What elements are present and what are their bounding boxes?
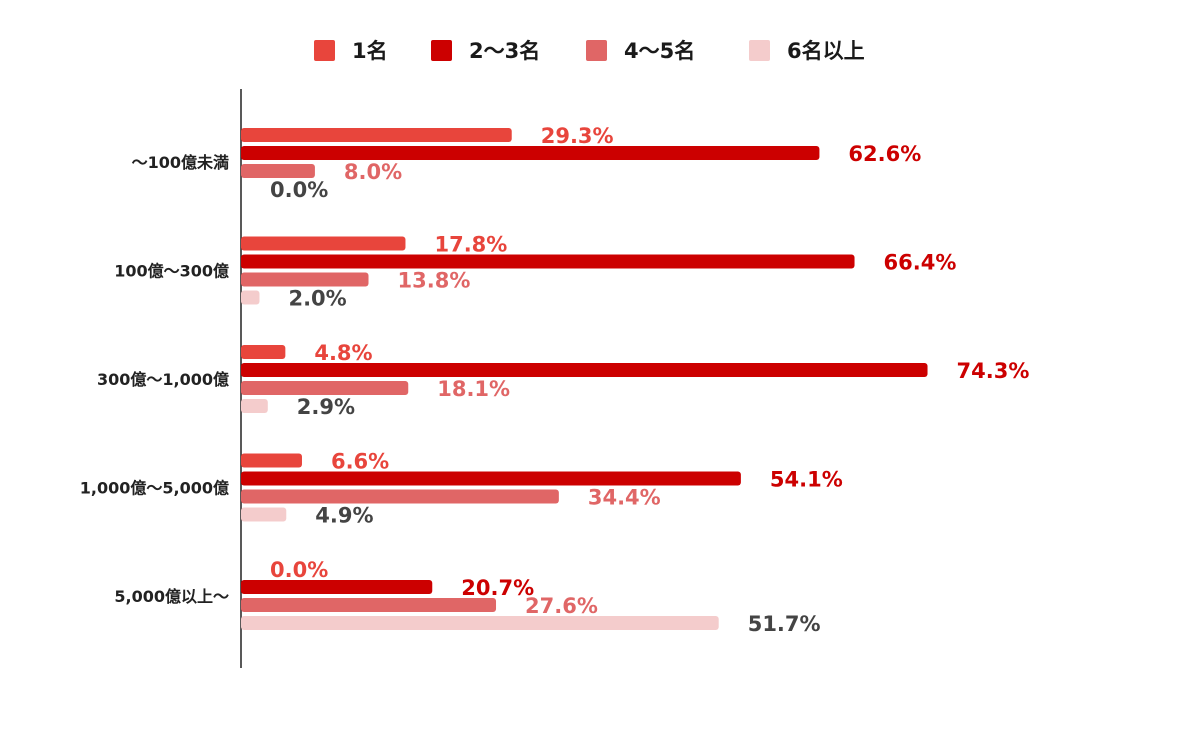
category-label: 100億～300億 — [114, 262, 229, 281]
value-labels: 29.3% 62.6% 8.0% 0.0% 17.8% 66.4% 13.8% 2.0% 4.8… — [269, 123, 1031, 638]
category-label: 1,000億～5,000億 — [80, 479, 229, 498]
bar — [241, 363, 928, 377]
bar — [241, 236, 406, 251]
bar — [241, 146, 820, 160]
legend-item: 1名 — [314, 39, 388, 63]
data-label: 18.1% — [437, 377, 510, 401]
legend-item: 4～5名 — [586, 39, 695, 63]
bar — [241, 272, 369, 287]
category-label: 5,000億以上～ — [114, 587, 229, 606]
data-label: 6.6% — [331, 450, 389, 474]
legend-swatch — [586, 40, 607, 61]
bar — [241, 290, 260, 305]
data-label: 2.0% — [288, 287, 346, 311]
data-label: 27.6% — [525, 594, 598, 618]
bar — [241, 598, 497, 612]
category-label: 300億～1,000億 — [97, 370, 229, 389]
legend-item: 6名以上 — [749, 39, 865, 63]
category-label: ～100億未満 — [132, 153, 229, 172]
data-label: 0.0% — [270, 178, 328, 202]
data-label: 13.8% — [398, 269, 471, 293]
legend-label: 1名 — [352, 39, 388, 63]
bar — [241, 128, 512, 142]
bar — [241, 399, 268, 413]
data-label: 66.4% — [884, 251, 957, 275]
data-label: 74.3% — [957, 359, 1030, 383]
legend-swatch — [749, 40, 770, 61]
data-label: 34.4% — [588, 486, 661, 510]
bar — [241, 453, 302, 468]
data-label: 54.1% — [770, 468, 843, 492]
bars — [241, 128, 928, 630]
legend-swatch — [314, 40, 335, 61]
legend-label: 4～5名 — [624, 39, 695, 63]
legend-swatch — [431, 40, 452, 61]
data-label: 4.8% — [314, 341, 372, 365]
legend-label: 6名以上 — [787, 39, 865, 63]
data-label: 0.0% — [270, 558, 328, 582]
legend: 1名 2～3名 4～5名 6名以上 — [314, 39, 865, 63]
legend-label: 2～3名 — [469, 39, 540, 63]
data-label: 20.7% — [461, 576, 534, 600]
bar — [241, 580, 433, 594]
legend-item: 2～3名 — [431, 39, 540, 63]
data-label: 62.6% — [848, 142, 921, 166]
bar — [241, 164, 315, 178]
bar — [241, 616, 719, 630]
data-label: 51.7% — [748, 612, 821, 636]
data-label: 4.9% — [315, 504, 373, 528]
bar — [241, 489, 559, 504]
data-label: 17.8% — [434, 233, 507, 257]
data-label: 2.9% — [297, 395, 355, 419]
bar — [241, 381, 409, 395]
data-label: 29.3% — [541, 124, 614, 148]
bar — [241, 254, 855, 269]
bar — [241, 345, 286, 359]
bar — [241, 471, 741, 486]
bar — [241, 507, 287, 522]
category-labels: ～100億未満 100億～300億 300億～1,000億 1,000億～5,000億… — [80, 153, 229, 606]
data-label: 8.0% — [344, 160, 402, 184]
